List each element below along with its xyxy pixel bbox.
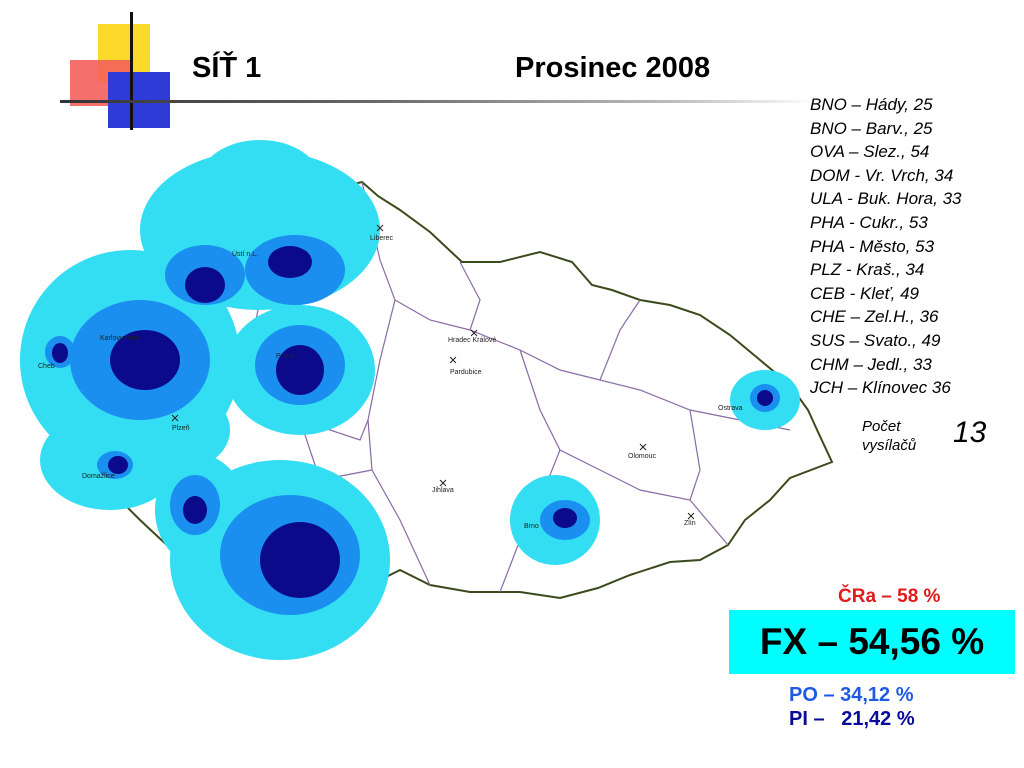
decor-vertical-line — [130, 12, 133, 130]
transmitter-item: BNO – Hády, 25 — [810, 95, 933, 114]
coverage-dark — [52, 246, 773, 598]
transmitter-count-label: Počet vysílačů — [862, 417, 916, 455]
network-title: SÍŤ 1 — [192, 52, 262, 84]
date-title: Prosinec 2008 — [515, 52, 711, 84]
transmitter-item: JCH – Klínovec 36 — [810, 378, 951, 398]
transmitter-item: PHA - Město, 53 — [810, 236, 935, 256]
coverage-map: Liberec Hradec Králové Pardubice Olomouc… — [20, 140, 834, 660]
decor-horizontal-line — [60, 100, 820, 103]
transmitter-list: BNO – Hády, 25 BNO – Barv., 25 OVA – Slez.… — [810, 93, 962, 400]
transmitter-item: PHA - Cukr., 53 — [810, 212, 928, 232]
city-label-usti: Ústí n.L. — [232, 249, 258, 258]
count-label-line2: vysílačů — [862, 437, 917, 454]
transmitter-item: CEB - Kleť, 49 — [810, 283, 920, 303]
coverage-fx-box: FX – 54,56 % — [729, 610, 1015, 674]
transmitter-item: BNO – Barv., 25 — [810, 118, 933, 138]
city-label-olomouc: Olomouc — [628, 453, 657, 460]
transmitter-item: DOM - Vr. Vrch, 34 — [810, 165, 954, 185]
city-label-pardubice: Pardubice — [450, 369, 482, 376]
coverage-cra: ČRa – 58 % — [838, 586, 941, 607]
city-label-plzen: Plzeň — [172, 425, 190, 432]
transmitter-item: ULA - Buk. Hora, 33 — [810, 189, 962, 209]
transmitter-count: 13 — [953, 416, 987, 449]
city-label-hradec: Hradec Králové — [448, 337, 496, 344]
city-markers — [171, 224, 695, 520]
city-label-zlin: Zlín — [684, 520, 696, 527]
city-label-brno: Brno — [524, 523, 539, 530]
transmitter-item: OVA – Slez., 54 — [810, 142, 930, 162]
transmitter-item: PLZ - Kraš., 34 — [810, 260, 925, 280]
city-label-jihlava: Jihlava — [432, 487, 454, 494]
transmitter-item: CHM – Jedl., 33 — [810, 354, 932, 374]
coverage-fx: FX – 54,56 % — [759, 621, 985, 662]
city-label-praha: Praha — [276, 353, 295, 360]
coverage-po: PO – 34,12 % — [789, 684, 914, 706]
city-label-kvary: Karlovy Vary — [100, 335, 140, 342]
city-label-domazlice: Domažlice — [82, 473, 115, 480]
city-label-cheb: Cheb — [38, 363, 55, 370]
city-label-liberec: Liberec — [370, 235, 393, 242]
count-label-line1: Počet — [862, 418, 901, 435]
transmitter-item: CHE – Zel.H., 36 — [810, 307, 939, 327]
city-label-ostrava: Ostrava — [718, 405, 743, 412]
transmitter-item: SUS – Svato., 49 — [810, 330, 941, 350]
coverage-pi: PI – 21,42 % — [789, 708, 915, 730]
